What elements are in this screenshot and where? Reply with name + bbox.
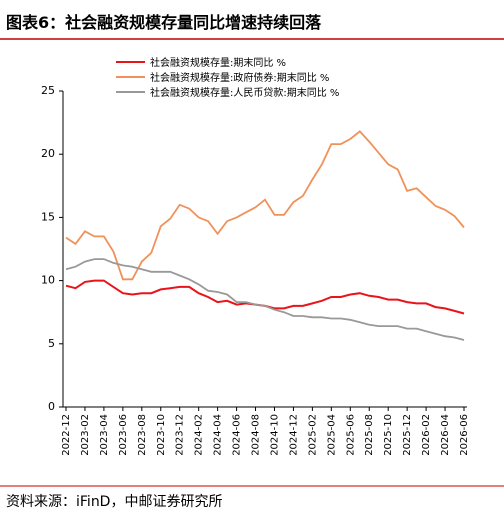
- x-tick-label: 2026-04: [440, 414, 451, 456]
- x-tick-label: 2023-10: [156, 414, 167, 456]
- x-tick-label: 2023-04: [99, 414, 110, 456]
- series-line: [65, 279, 465, 315]
- y-tick-label: 15: [41, 210, 55, 223]
- x-tick-label: 2025-04: [326, 414, 337, 456]
- source: 资料来源：iFinD，中邮证券研究所: [6, 494, 222, 510]
- x-tick-label: 2026-06: [459, 414, 470, 456]
- x-tick-label: 2023-02: [80, 414, 91, 456]
- x-tick-label: 2025-06: [345, 414, 356, 456]
- series-line: [65, 130, 465, 281]
- y-tick-label: 10: [41, 274, 55, 287]
- x-tick-label: 2025-02: [307, 414, 318, 456]
- x-tick-label: 2024-10: [269, 414, 280, 456]
- y-tick-label: 5: [48, 337, 55, 350]
- x-tick-label: 2024-06: [232, 414, 243, 456]
- x-tick-label: 2025-10: [383, 414, 394, 456]
- y-tick-label: 20: [41, 147, 55, 160]
- x-tick-label: 2024-12: [288, 414, 299, 456]
- x-tick-label: 2022-12: [61, 414, 72, 456]
- chart-title: 图表6：社会融资规模存量同比增速持续回落: [6, 13, 322, 32]
- legend-label: 社会融资规模存量:政府债券:期末同比 %: [150, 71, 329, 84]
- x-tick-label: 2024-02: [194, 414, 205, 456]
- legend-label: 社会融资规模存量:期末同比 %: [150, 56, 286, 69]
- series-line: [65, 258, 465, 341]
- legend-label: 社会融资规模存量:人民币贷款:期末同比 %: [150, 86, 339, 99]
- x-tick-label: 2023-12: [175, 414, 186, 456]
- y-tick-label: 0: [48, 400, 55, 413]
- x-tick-label: 2023-08: [137, 414, 148, 456]
- x-tick-label: 2026-02: [421, 414, 432, 456]
- x-tick-label: 2025-12: [402, 414, 413, 456]
- x-tick-label: 2025-08: [364, 414, 375, 456]
- x-tick-label: 2024-04: [213, 414, 224, 456]
- x-tick-label: 2024-08: [251, 414, 262, 456]
- y-tick-label: 25: [41, 84, 55, 97]
- x-tick-label: 2023-06: [118, 414, 129, 456]
